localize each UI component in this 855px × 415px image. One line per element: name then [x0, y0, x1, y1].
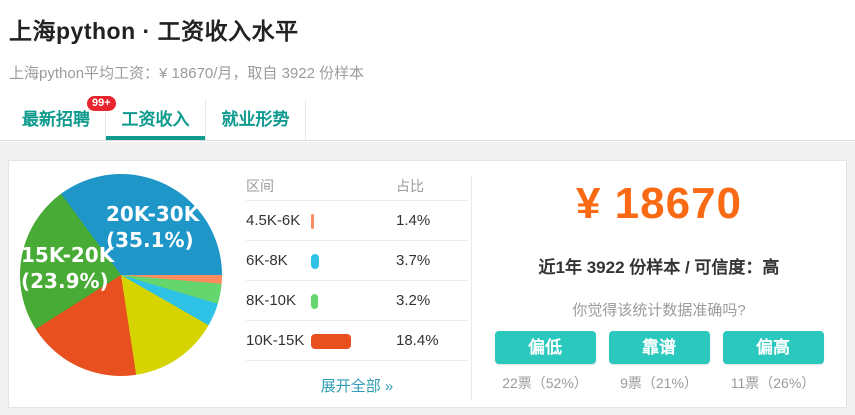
- vote-question: 你觉得该统计数据准确吗?: [572, 302, 746, 319]
- salary-summary-panel: ¥ 18670 近1年 3922 份样本 / 可信度：高 你觉得该统计数据准确吗…: [472, 161, 846, 407]
- vote-counts: 22票（52%） 9票（21%） 11票（26%）: [472, 373, 846, 393]
- pie-label-15k-20k: 15K-20K (23.9%): [21, 242, 114, 294]
- vertical-divider: [471, 176, 472, 399]
- tab-salary-income-label: 工资收入: [121, 110, 190, 129]
- tab-bar: 最新招聘 99+ 工资收入 就业形势: [0, 94, 855, 141]
- vote-too-high-count: 11票（26%）: [730, 375, 816, 391]
- expand-all-link[interactable]: 展开全部 »: [320, 378, 394, 395]
- tab-latest-jobs-label: 最新招聘: [22, 110, 90, 129]
- salary-stats-card: 20K-30K (35.1%) 15K-20K (23.9%) 区间 占比 4.…: [8, 160, 847, 408]
- pie-label-20k-30k: 20K-30K (35.1%): [106, 201, 199, 253]
- row-bar: [311, 214, 314, 229]
- row-range: 4.5K-6K: [246, 212, 301, 229]
- tab-employment-trend[interactable]: 就业形势: [206, 100, 306, 140]
- row-share: 3.2%: [396, 292, 431, 309]
- row-range: 6K-8K: [246, 252, 288, 269]
- average-salary-value: ¥ 18670: [575, 179, 743, 228]
- salary-distribution-pie-chart: [20, 174, 222, 376]
- header-share: 占比: [396, 178, 424, 194]
- row-range: 8K-10K: [246, 292, 297, 309]
- pie-label-20k-30k-pct: (35.1%): [106, 228, 194, 252]
- vote-too-low-count: 22票（52%）: [502, 375, 588, 391]
- table-row: 6K-8K 3.7%: [246, 241, 468, 281]
- pie-label-20k-30k-range: 20K-30K: [106, 202, 200, 226]
- tabs: 最新招聘 99+ 工资收入 就业形势: [6, 94, 855, 140]
- distribution-table: 区间 占比 4.5K-6K 1.4% 6K-8K 3.7% 8K-10K 3.2…: [246, 171, 468, 396]
- page-title: 上海python · 工资收入水平: [9, 18, 299, 44]
- tab-latest-jobs[interactable]: 最新招聘 99+: [6, 94, 118, 140]
- table-row: 8K-10K 3.2%: [246, 281, 468, 321]
- active-tab-underline: [106, 136, 205, 140]
- vote-too-low-button[interactable]: 偏低: [494, 331, 596, 364]
- sample-credibility-line: 近1年 3922 份样本 / 可信度：高: [538, 258, 780, 277]
- table-row: 10K-15K 18.4%: [246, 321, 468, 361]
- distribution-table-header: 区间 占比: [246, 171, 468, 201]
- row-share: 1.4%: [396, 212, 431, 229]
- pie-label-15k-20k-range: 15K-20K: [21, 243, 115, 267]
- vote-reliable-count: 9票（21%）: [620, 375, 698, 391]
- page-subtitle: 上海python平均工资：¥ 18670/月，取自 3922 份样本: [9, 65, 365, 82]
- row-bar: [311, 334, 351, 349]
- pie-label-15k-20k-pct: (23.9%): [21, 269, 109, 293]
- row-bar: [311, 254, 319, 269]
- row-bar: [311, 294, 318, 309]
- tab-badge-99plus: 99+: [85, 94, 118, 113]
- table-row: 4.5K-6K 1.4%: [246, 201, 468, 241]
- vote-buttons: 偏低 靠谱 偏高: [472, 331, 846, 364]
- header-range: 区间: [246, 178, 274, 194]
- tab-salary-income[interactable]: 工资收入: [106, 100, 206, 140]
- row-share: 3.7%: [396, 252, 431, 269]
- row-share: 18.4%: [396, 332, 439, 349]
- vote-reliable-button[interactable]: 靠谱: [608, 331, 710, 364]
- row-range: 10K-15K: [246, 332, 305, 349]
- page-header: 上海python · 工资收入水平 上海python平均工资：¥ 18670/月…: [9, 12, 364, 83]
- vote-too-high-button[interactable]: 偏高: [722, 331, 824, 364]
- tab-employment-trend-label: 就业形势: [221, 110, 290, 129]
